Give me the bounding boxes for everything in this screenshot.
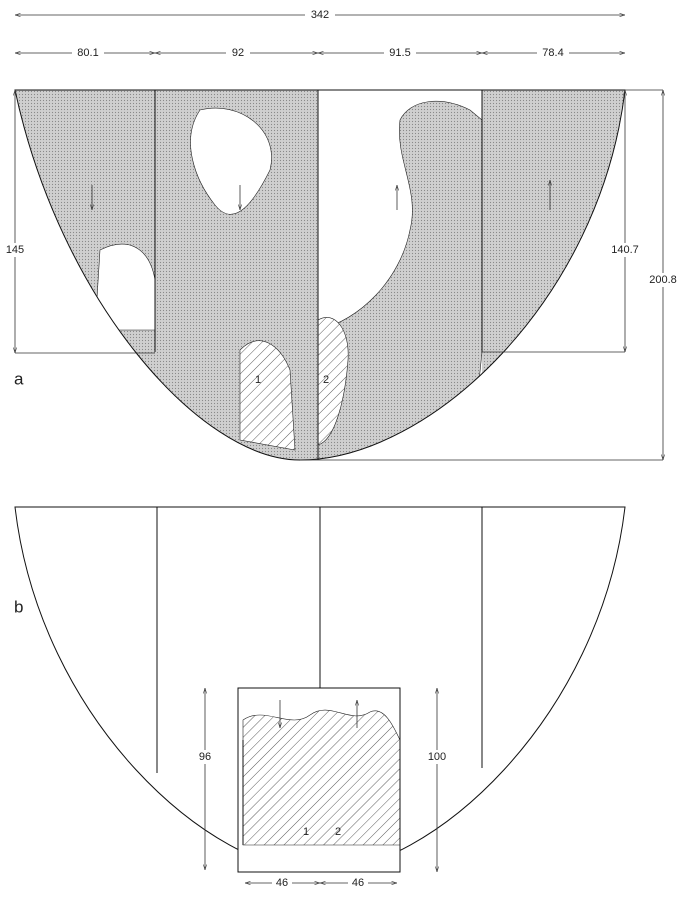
dimension-label: 80.1 bbox=[77, 47, 98, 59]
region-label: 1 bbox=[255, 374, 261, 386]
region-label: 1 bbox=[303, 826, 309, 838]
dimension-label: 46 bbox=[352, 877, 364, 889]
region-label: 2 bbox=[335, 826, 341, 838]
shaded-areas bbox=[15, 90, 625, 470]
dimension-label: 92 bbox=[232, 47, 244, 59]
dimension-label: 78.4 bbox=[542, 47, 563, 59]
dimension-label: 100 bbox=[428, 751, 446, 763]
strip bbox=[482, 90, 625, 470]
region-label: 2 bbox=[323, 374, 329, 386]
hatched-region bbox=[243, 710, 400, 845]
panel-b: 1 2 96 100 46 46 b bbox=[14, 507, 625, 890]
shaded-blob bbox=[318, 101, 482, 470]
dimension-label: 46 bbox=[276, 877, 288, 889]
dimension-label: 140.7 bbox=[611, 244, 639, 256]
panel-a: 1 2 342 80.1 92 91.5 78.4 145 140.7 200.… bbox=[3, 8, 680, 470]
clear-blob bbox=[95, 244, 155, 330]
dimension-label: 145 bbox=[6, 244, 24, 256]
panel-label: b bbox=[14, 597, 23, 616]
dimension-label: 342 bbox=[311, 9, 329, 21]
dimension-label: 91.5 bbox=[389, 47, 410, 59]
dimension-label: 96 bbox=[199, 751, 211, 763]
figure: 1 2 342 80.1 92 91.5 78.4 145 140.7 200.… bbox=[0, 0, 680, 916]
dimension-label: 200.8 bbox=[649, 274, 677, 286]
panel-label: a bbox=[14, 369, 24, 388]
